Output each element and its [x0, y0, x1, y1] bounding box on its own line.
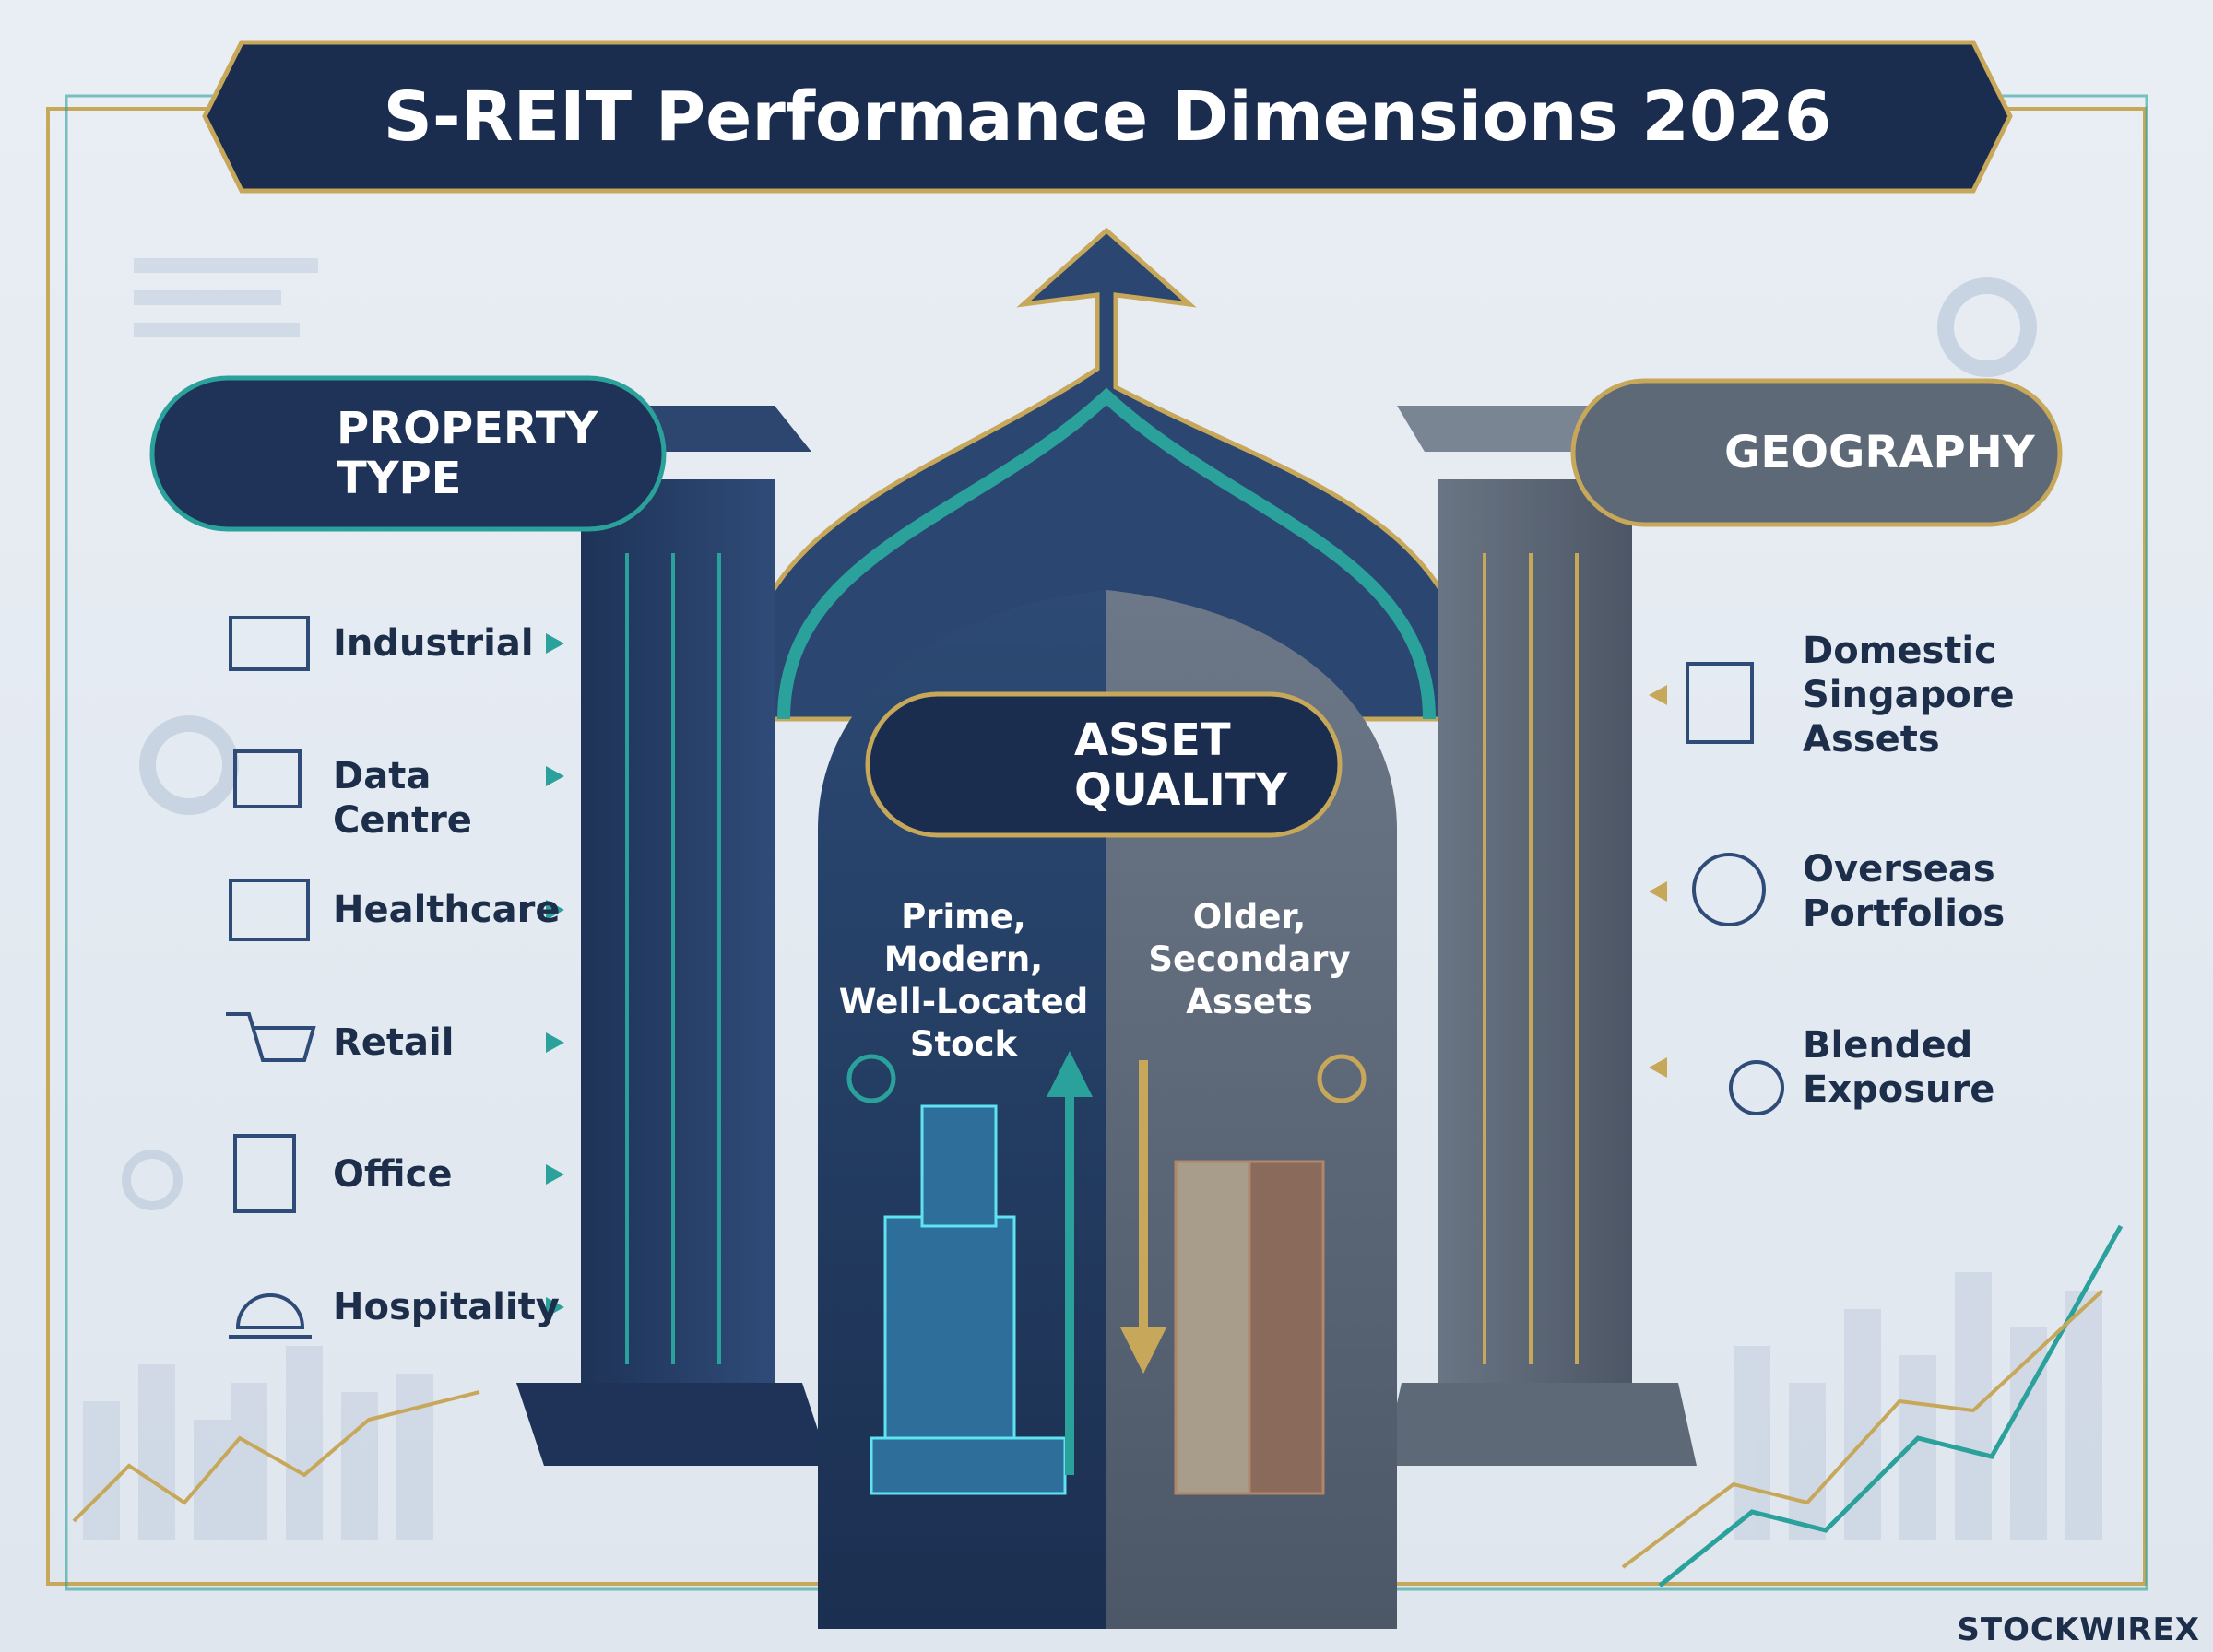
asset-quality-label: ASSET QUALITY [1074, 714, 1288, 816]
property-type-item: Office [333, 1153, 453, 1196]
geography-item: Blended Exposure [1803, 1024, 1995, 1111]
geography-label: GEOGRAPHY [1724, 427, 2035, 478]
brand: STOCKWIREX [1957, 1611, 2200, 1648]
geography-item: Domestic Singapore Assets [1803, 630, 2015, 761]
older-assets-text: Older, Secondary Assets [1148, 897, 1351, 1021]
title: S-REIT Performance Dimensions 2026 [383, 77, 1832, 157]
property-type-item: Data Centre [333, 755, 472, 842]
property-type-label: PROPERTY TYPE [337, 403, 598, 504]
geography-item: Overseas Portfolios [1803, 848, 2006, 935]
property-type-item: Retail [333, 1021, 455, 1064]
property-type-item: Hospitality [333, 1286, 560, 1328]
prime-stock-text: Prime, Modern, Well-Located Stock [838, 897, 1089, 1064]
property-type-item: Healthcare [333, 889, 561, 931]
property-type-item: Industrial [333, 622, 534, 665]
